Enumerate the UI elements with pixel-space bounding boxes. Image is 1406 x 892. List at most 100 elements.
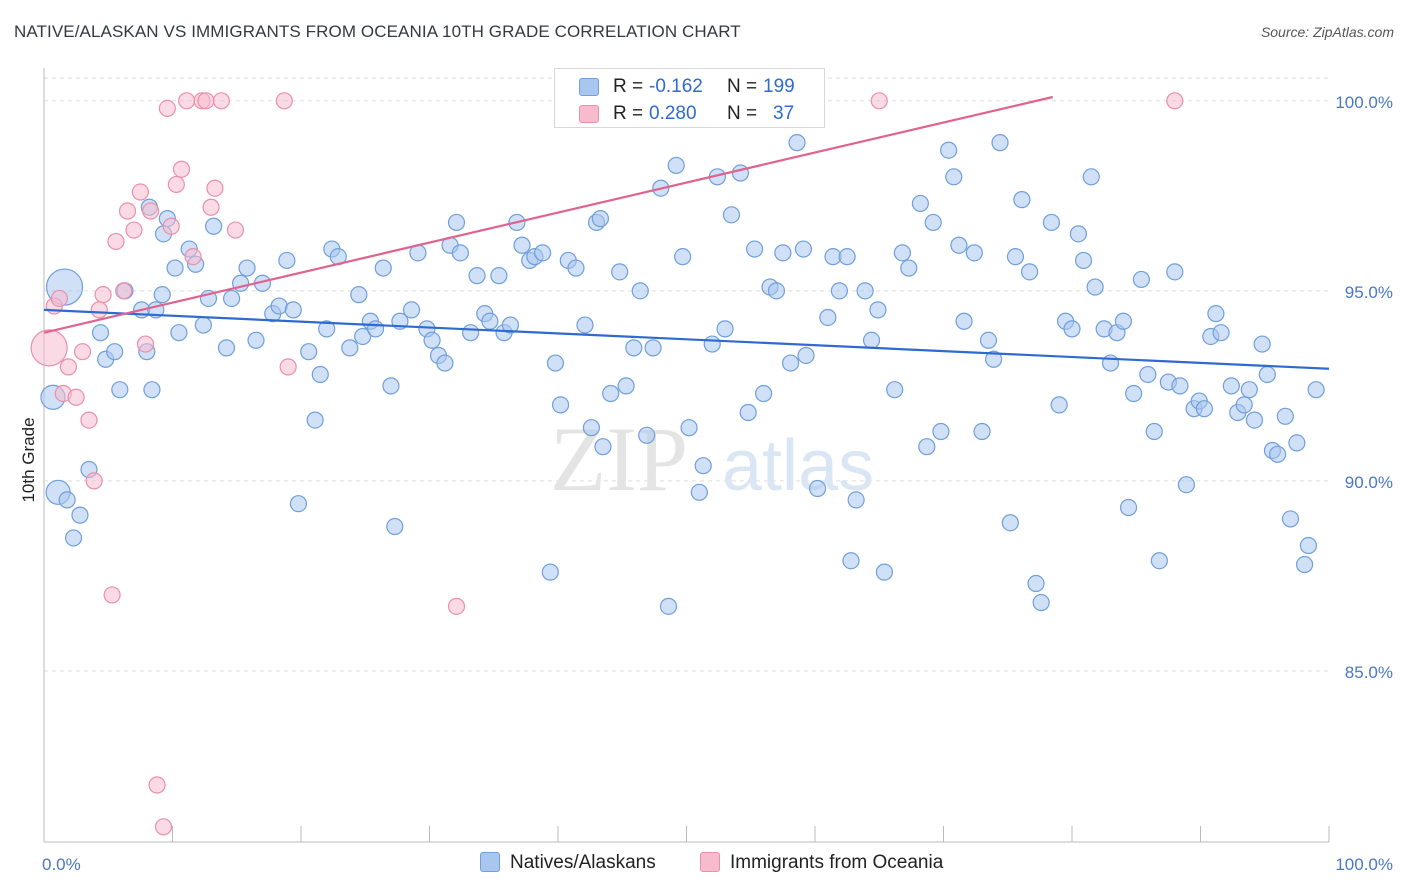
data-point xyxy=(300,343,318,361)
data-point xyxy=(842,552,860,570)
data-point xyxy=(1013,191,1031,209)
data-point xyxy=(71,506,89,524)
data-point xyxy=(838,248,856,266)
data-point xyxy=(170,324,188,342)
legend-r-value: 0.280 xyxy=(649,103,697,124)
data-point xyxy=(73,343,92,361)
data-point xyxy=(940,141,958,159)
data-point xyxy=(374,259,392,277)
data-point xyxy=(212,92,230,110)
data-points xyxy=(30,92,1325,836)
data-point xyxy=(893,244,911,262)
series-immigrants-oceania xyxy=(30,92,1184,836)
data-point xyxy=(238,259,256,277)
data-point xyxy=(217,339,236,357)
data-point xyxy=(131,183,149,201)
data-point xyxy=(481,312,499,330)
data-point xyxy=(172,160,191,178)
data-point xyxy=(275,92,293,110)
data-point xyxy=(819,308,837,327)
y-tick-label: 85.0% xyxy=(1345,663,1393,682)
data-point xyxy=(1150,552,1168,570)
data-point xyxy=(551,396,570,414)
data-point xyxy=(1166,263,1184,281)
trend-line-natives xyxy=(43,308,1330,370)
data-point xyxy=(184,248,202,266)
data-point xyxy=(1032,593,1050,612)
data-point xyxy=(148,776,166,794)
data-point xyxy=(111,381,129,399)
data-point xyxy=(350,286,368,304)
data-point xyxy=(746,240,764,258)
data-point xyxy=(788,134,806,152)
stats-legend: R = -0.162 N = 199 R = 0.280 N = 37 xyxy=(554,68,825,128)
data-point xyxy=(94,286,112,304)
data-point xyxy=(680,419,698,437)
data-point xyxy=(1295,555,1314,574)
data-point xyxy=(178,92,196,110)
data-point xyxy=(366,320,385,338)
data-point xyxy=(402,301,421,319)
data-point xyxy=(58,491,76,509)
data-point xyxy=(202,198,220,216)
data-point xyxy=(386,517,404,536)
data-point xyxy=(1119,498,1138,517)
data-point xyxy=(115,282,133,300)
watermark-atlas: atlas xyxy=(722,426,874,506)
data-point xyxy=(582,419,601,437)
data-point xyxy=(136,335,155,353)
data-point xyxy=(501,316,520,334)
data-point xyxy=(739,403,757,422)
data-point xyxy=(722,206,741,224)
data-point xyxy=(90,301,108,319)
trend-line-oceania xyxy=(43,95,1053,334)
data-point xyxy=(870,92,888,110)
data-point xyxy=(973,422,991,441)
source-credit: Source: ZipAtlas.com xyxy=(1260,24,1394,40)
data-point xyxy=(690,483,708,501)
bottom-legend-swatch-blue xyxy=(480,852,500,872)
data-point xyxy=(856,282,874,300)
data-point xyxy=(716,320,734,338)
data-point xyxy=(1207,305,1225,323)
data-point xyxy=(924,213,942,232)
legend-swatch-pink xyxy=(579,105,599,123)
data-point xyxy=(1222,377,1240,395)
data-point xyxy=(143,381,161,399)
data-point xyxy=(631,282,649,300)
data-point xyxy=(223,289,241,308)
legend-r-label: R = xyxy=(613,103,644,124)
data-point xyxy=(731,164,750,182)
bottom-legend-oceania: Immigrants from Oceania xyxy=(700,852,943,878)
data-point xyxy=(1212,324,1230,342)
data-point xyxy=(1027,574,1045,593)
data-point xyxy=(1166,92,1184,110)
data-point xyxy=(808,479,827,498)
data-point xyxy=(1132,270,1150,289)
data-point xyxy=(490,267,508,285)
data-point xyxy=(85,472,103,490)
data-point xyxy=(945,168,963,186)
data-point xyxy=(965,244,983,262)
data-point xyxy=(382,377,400,395)
data-point xyxy=(638,426,656,444)
y-tick-label: 100.0% xyxy=(1335,93,1393,112)
data-point xyxy=(1050,396,1068,414)
data-point xyxy=(162,217,180,235)
watermark-zip: ZIP xyxy=(550,408,688,510)
data-point xyxy=(1240,381,1258,399)
x-tick-label-max: 100.0% xyxy=(1335,855,1393,874)
data-point xyxy=(1235,396,1253,414)
data-point xyxy=(847,491,865,509)
data-point xyxy=(667,156,685,175)
data-point xyxy=(513,236,531,254)
data-point xyxy=(311,365,329,384)
x-tick-label-min: 0.0% xyxy=(42,855,81,874)
data-point xyxy=(754,384,773,403)
data-point xyxy=(80,411,98,429)
data-point xyxy=(226,221,245,239)
data-point xyxy=(153,286,171,304)
data-point xyxy=(118,202,137,220)
data-point xyxy=(278,251,296,270)
